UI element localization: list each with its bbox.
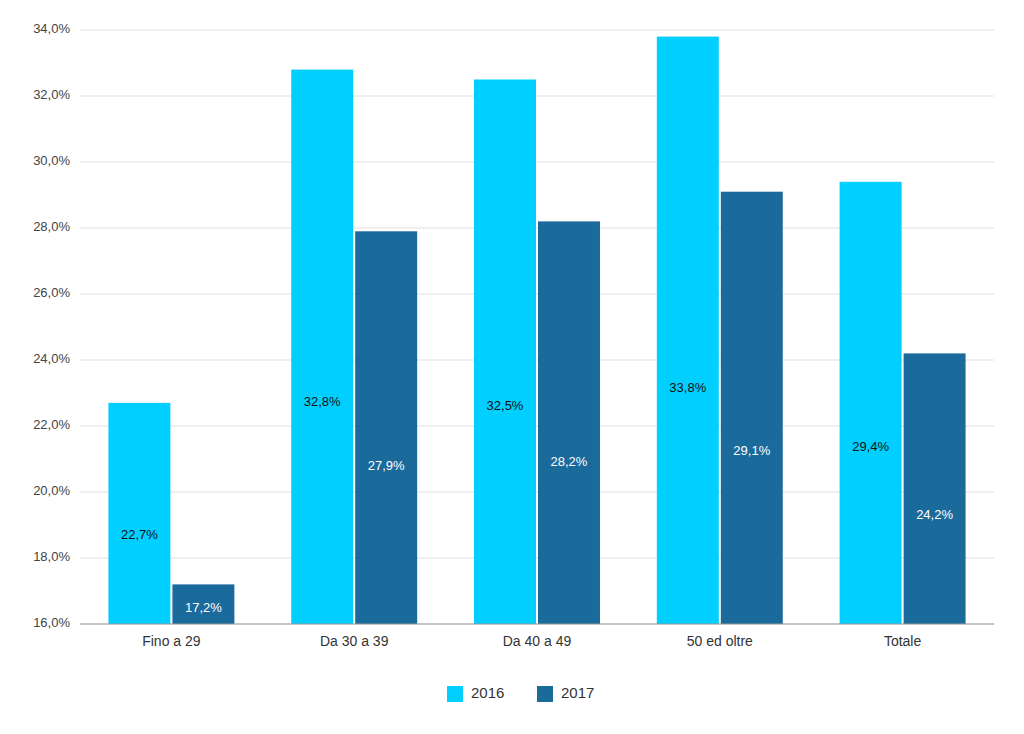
- data-label: 33,8%: [669, 380, 706, 395]
- bar: [172, 584, 234, 624]
- x-tick-label: 50 ed oltre: [687, 633, 753, 649]
- bar: [840, 182, 902, 624]
- y-tick-label: 34,0%: [33, 21, 70, 36]
- y-tick-label: 30,0%: [33, 153, 70, 168]
- data-label: 32,5%: [487, 398, 524, 413]
- y-tick-label: 22,0%: [33, 417, 70, 432]
- chart-container: 16,0% 18,0% 20,0% 22,0% 24,0% 26,0% 28,0% 30,0%…: [0, 0, 1024, 734]
- y-tick-label: 28,0%: [33, 219, 70, 234]
- bars: [108, 37, 965, 624]
- bar: [904, 353, 966, 624]
- legend-swatch: [447, 686, 463, 702]
- y-tick-label: 26,0%: [33, 285, 70, 300]
- y-tick-label: 24,0%: [33, 351, 70, 366]
- bar: [355, 231, 417, 624]
- data-label: 22,7%: [121, 527, 158, 542]
- y-tick-label: 20,0%: [33, 483, 70, 498]
- data-label: 29,1%: [733, 443, 770, 458]
- x-axis: Fino a 29 Da 30 a 39 Da 40 a 49 50 ed oltre…: [80, 624, 994, 649]
- x-tick-label: Da 40 a 49: [503, 633, 572, 649]
- grid-line: [80, 30, 994, 31]
- data-label: 27,9%: [368, 458, 405, 473]
- x-tick-label: Totale: [884, 633, 922, 649]
- data-label: 29,4%: [852, 439, 889, 454]
- chart: 16,0% 18,0% 20,0% 22,0% 24,0% 26,0% 28,0% 30,0%…: [0, 0, 1024, 734]
- data-label: 24,2%: [916, 507, 953, 522]
- bar: [657, 37, 719, 624]
- bar: [721, 192, 783, 624]
- y-tick-label: 18,0%: [33, 549, 70, 564]
- data-label: 17,2%: [185, 600, 222, 615]
- grid-line: [80, 624, 994, 625]
- bar: [291, 70, 353, 624]
- grid-line: [80, 96, 994, 97]
- legend-label: 2017: [561, 684, 594, 701]
- bar: [538, 221, 600, 624]
- legend-swatch: [537, 686, 553, 702]
- bar: [474, 80, 536, 625]
- legend-label: 2016: [471, 684, 504, 701]
- y-tick-label: 32,0%: [33, 87, 70, 102]
- y-tick-label: 16,0%: [33, 615, 70, 630]
- data-label: 32,8%: [304, 394, 341, 409]
- data-labels: 22,7% 32,8% 32,5% 33,8% 29,4% 17,2% 27,9% 28,2%…: [121, 380, 953, 614]
- x-tick-label: Fino a 29: [142, 633, 201, 649]
- legend: 2016 2017: [447, 684, 594, 702]
- x-axis-line: [80, 624, 994, 625]
- data-label: 28,2%: [551, 454, 588, 469]
- bar: [108, 403, 170, 624]
- x-tick-label: Da 30 a 39: [320, 633, 389, 649]
- grid-line: [80, 162, 994, 163]
